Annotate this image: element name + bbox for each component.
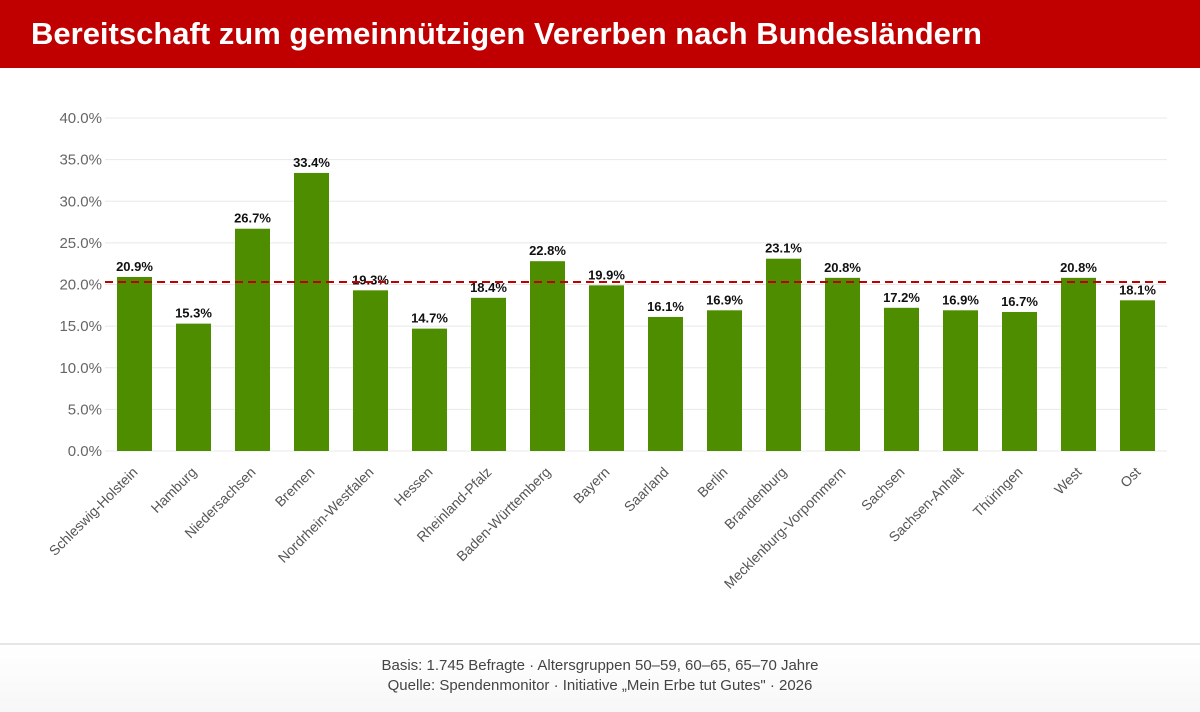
data-label: 22.8% (529, 243, 566, 258)
bar (294, 172, 329, 451)
bar (471, 297, 506, 451)
footer-basis: Basis: 1.745 Befragte · Altersgruppen 50… (381, 657, 819, 674)
y-tick-label: 5.0% (68, 401, 102, 418)
bar (766, 258, 801, 451)
bar (1002, 311, 1037, 451)
y-tick-label: 20.0% (59, 277, 102, 294)
y-tick-label: 40.0% (59, 110, 102, 127)
data-label: 18.1% (1119, 282, 1156, 297)
data-label: 16.9% (706, 292, 743, 307)
data-label: 26.7% (234, 211, 271, 226)
data-label: 20.8% (1060, 260, 1097, 275)
x-tick-label: Saarland (621, 464, 672, 515)
bar (117, 277, 152, 451)
title-bar: Bereitschaft zum gemeinnützigen Vererben… (0, 0, 1200, 68)
x-tick-label: Ost (1117, 464, 1144, 491)
bar (589, 285, 624, 451)
x-tick-label: Thüringen (970, 464, 1026, 520)
data-label: 16.7% (1001, 294, 1038, 309)
x-tick-label: Sachsen (858, 464, 908, 514)
bar (176, 323, 211, 451)
x-tick-label: Bremen (272, 464, 318, 510)
bar (943, 310, 978, 451)
bar (530, 261, 565, 451)
footer-source: Quelle: Spendenmonitor · Initiative „Mei… (387, 677, 813, 694)
x-tick-label: Berlin (694, 464, 731, 501)
bar (884, 307, 919, 451)
x-tick-label: Schleswig-Holstein (46, 464, 141, 559)
bar (353, 290, 388, 451)
data-label: 18.4% (470, 280, 507, 295)
data-label: 14.7% (411, 311, 448, 326)
data-label: 20.8% (824, 260, 861, 275)
bar (1120, 300, 1155, 451)
bar (707, 310, 742, 451)
y-tick-label: 0.0% (68, 443, 102, 460)
bar (412, 328, 447, 451)
y-tick-label: 10.0% (59, 360, 102, 377)
y-tick-label: 35.0% (59, 152, 102, 169)
x-tick-label: Bayern (570, 464, 613, 507)
data-label: 16.9% (942, 292, 979, 307)
bar (648, 316, 683, 451)
y-tick-label: 15.0% (59, 318, 102, 335)
bar (235, 228, 270, 451)
x-tick-label: West (1051, 464, 1085, 498)
y-tick-label: 25.0% (59, 235, 102, 252)
data-label: 33.4% (293, 155, 330, 170)
y-tick-label: 30.0% (59, 193, 102, 210)
data-label: 15.3% (175, 306, 212, 321)
data-label: 19.9% (588, 267, 625, 282)
data-label: 17.2% (883, 290, 920, 305)
data-label: 23.1% (765, 241, 802, 256)
data-label: 20.9% (116, 259, 153, 274)
bar-chart: 0.0% 5.0% 10.0% 15.0% 20.0% 25.0% 30.0% 35.0% 40… (46, 110, 1167, 592)
bar (825, 277, 860, 451)
x-tick-label: Mecklenburg-Vorpommern (721, 464, 849, 592)
chart-title: Bereitschaft zum gemeinnützigen Vererben… (31, 16, 982, 51)
data-label: 19.3% (352, 272, 389, 287)
data-label: 16.1% (647, 299, 684, 314)
x-tick-label: Hamburg (148, 464, 200, 516)
footer: Basis: 1.745 Befragte · Altersgruppen 50… (0, 643, 1200, 712)
x-tick-label: Hessen (391, 464, 436, 509)
bar (1061, 277, 1096, 451)
